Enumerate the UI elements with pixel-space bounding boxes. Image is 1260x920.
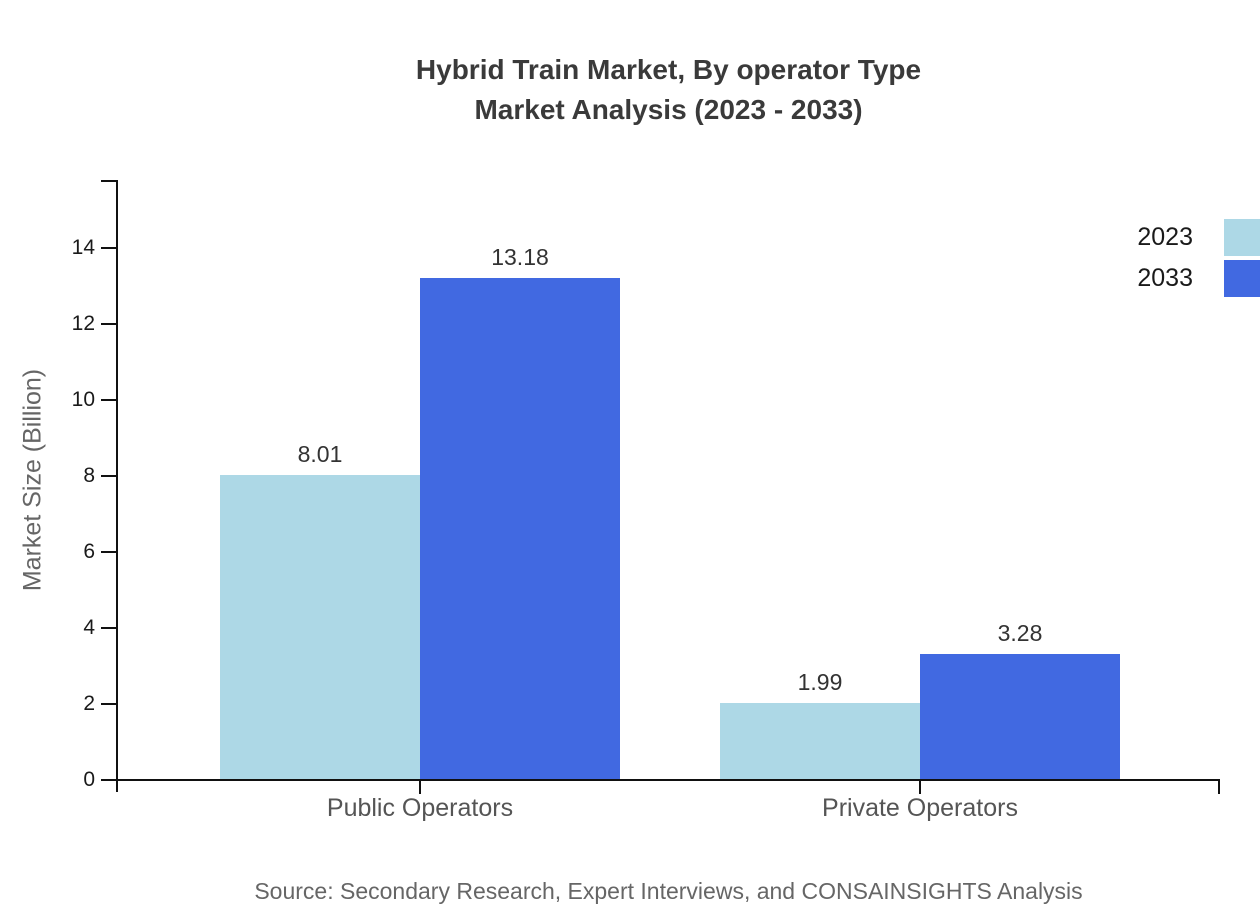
y-tick — [101, 627, 116, 629]
y-tick — [101, 323, 116, 325]
y-tick-label: 2 — [83, 692, 95, 715]
chart-title-line1: Hybrid Train Market, By operator Type — [415, 54, 922, 85]
y-tick — [101, 779, 116, 781]
bar-2033-private-operators — [920, 654, 1120, 779]
y-tick-label: 4 — [83, 616, 95, 639]
y-axis-top-cap — [101, 180, 116, 182]
bar-value-label: 1.99 — [797, 669, 843, 695]
x-axis-end-cap — [1218, 779, 1220, 794]
y-tick-label: 14 — [71, 236, 95, 259]
source-caption: Source: Secondary Research, Expert Inter… — [254, 878, 1083, 904]
legend-swatch-2023 — [1224, 219, 1260, 256]
y-tick — [101, 399, 116, 401]
y-tick-label: 6 — [83, 540, 95, 563]
legend-row-2033: 2033 — [1137, 260, 1260, 297]
bar-value-label: 13.18 — [491, 244, 549, 270]
legend-row-2023: 2023 — [1137, 219, 1260, 256]
y-tick-label: 10 — [71, 388, 95, 411]
y-axis-line — [116, 180, 118, 792]
legend-swatch-2033 — [1224, 260, 1260, 297]
category-label: Public Operators — [326, 794, 514, 822]
bar-value-label: 8.01 — [297, 441, 343, 467]
bar-2023-private-operators — [720, 703, 920, 779]
legend: 2023 2033 — [1137, 219, 1260, 297]
y-tick — [101, 551, 116, 553]
bar-value-label: 3.28 — [997, 620, 1043, 646]
legend-label-2023: 2023 — [1137, 223, 1193, 251]
bar-2023-public-operators — [220, 475, 420, 779]
chart-title: Hybrid Train Market, By operator Type Ma… — [117, 50, 1220, 130]
x-tick — [919, 779, 921, 794]
y-tick — [101, 475, 116, 477]
y-tick-label: 0 — [83, 768, 95, 791]
category-label: Private Operators — [822, 794, 1018, 822]
y-tick — [101, 703, 116, 705]
x-axis-line — [116, 779, 1220, 781]
y-tick-label: 8 — [83, 464, 95, 487]
bar-2033-public-operators — [420, 278, 620, 779]
x-tick — [419, 779, 421, 794]
y-tick — [101, 247, 116, 249]
legend-label-2033: 2033 — [1137, 264, 1193, 292]
chart-title-line2: Market Analysis (2023 - 2033) — [474, 94, 863, 125]
y-tick-label: 12 — [71, 312, 95, 335]
